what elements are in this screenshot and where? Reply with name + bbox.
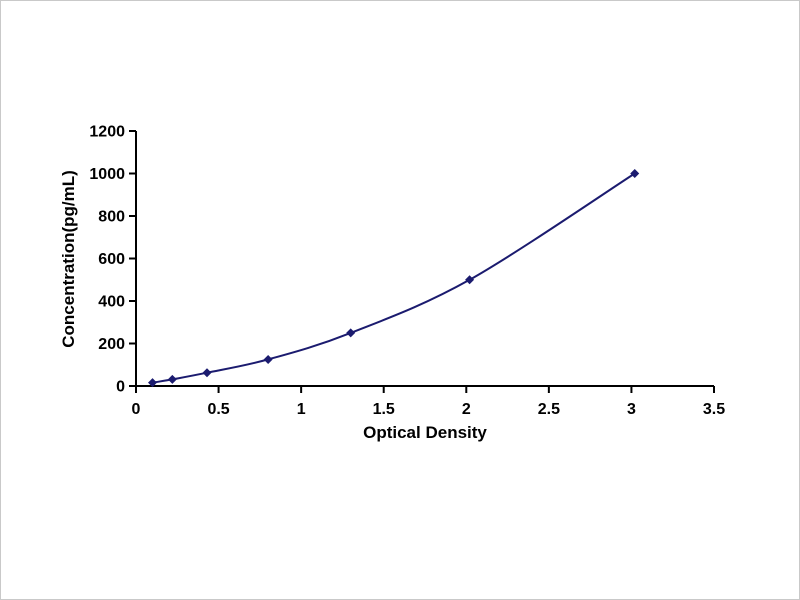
y-tick-label: 200 xyxy=(98,336,125,353)
y-axis-title: Concentration(pg/mL) xyxy=(59,170,78,348)
x-tick-label: 3 xyxy=(627,401,636,418)
y-tick-label: 1200 xyxy=(89,124,125,141)
data-point-marker xyxy=(465,275,475,285)
y-tick-label: 400 xyxy=(98,294,125,311)
data-point-marker xyxy=(148,378,158,388)
x-tick-label: 2.5 xyxy=(538,401,560,418)
data-point-marker xyxy=(263,354,273,364)
tick-marks xyxy=(129,130,715,393)
standard-curve-line xyxy=(152,172,636,384)
data-point-marker xyxy=(167,374,177,384)
y-tick-label: 800 xyxy=(98,209,125,226)
x-tick-label: 0 xyxy=(132,401,141,418)
x-tick-label: 1 xyxy=(297,401,306,418)
tick-labels: 0 200 400 600 800 1000 1200 0 0.5 1 1.5 2 2.5 3 3.5 xyxy=(89,124,725,419)
data-point-marker xyxy=(346,328,356,338)
x-tick-label: 2 xyxy=(462,401,471,418)
y-tick-label: 0 xyxy=(116,379,125,396)
x-tick-label: 3.5 xyxy=(703,401,725,418)
data-series xyxy=(148,169,640,388)
x-axis-title: Optical Density xyxy=(363,423,487,442)
x-tick-label: 0.5 xyxy=(207,401,229,418)
y-tick-label: 600 xyxy=(98,251,125,268)
y-tick-label: 1000 xyxy=(89,166,125,183)
data-point-marker xyxy=(630,169,640,178)
axes xyxy=(135,131,714,387)
data-point-marker xyxy=(202,368,212,378)
x-tick-label: 1.5 xyxy=(373,401,395,418)
